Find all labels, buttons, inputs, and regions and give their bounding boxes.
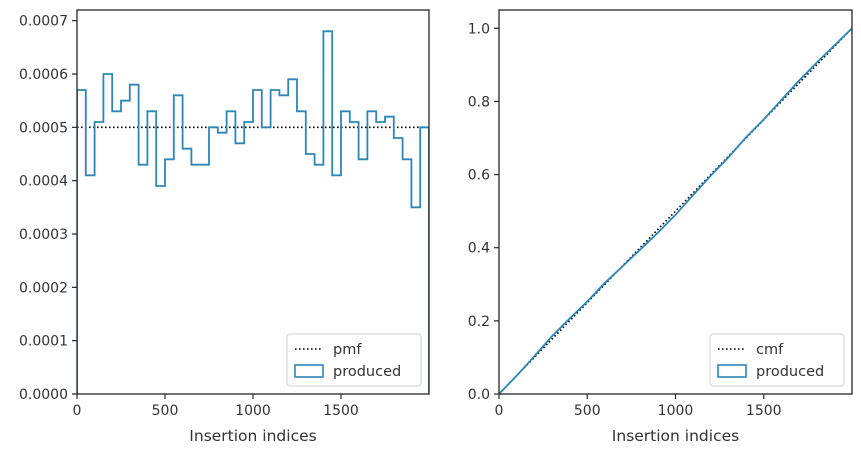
pmf-panel: 0 500 1000 1500 0.0000 0.0001 0.0002 0.0003 0.00… [19, 9, 430, 445]
legend-box [286, 333, 422, 387]
y-tick-label: 0.0000 [19, 387, 68, 403]
y-tick-label: 0.4 [468, 241, 490, 257]
y-tick-label: 0.0001 [19, 334, 68, 350]
x-axis-label: Insertion indices [612, 427, 739, 445]
y-tick-label: 0.0007 [19, 14, 68, 30]
plot-area [77, 30, 429, 394]
x-tick-label: 0 [73, 403, 82, 419]
legend-label-pmf: pmf [333, 342, 362, 358]
legend-label-cmf: cmf [756, 342, 784, 358]
series-produced-line [77, 30, 429, 394]
x-tick-label: 500 [574, 403, 601, 419]
y-tick-label: 0.0 [468, 387, 490, 403]
series-cmf-line [499, 27, 852, 394]
legend: cmf produced [709, 333, 845, 387]
y-tick-label: 0.0003 [19, 227, 68, 243]
x-axis-label: Insertion indices [189, 427, 316, 445]
legend-swatch-produced [294, 364, 324, 378]
legend-swatch-produced [717, 364, 747, 378]
x-tick-label: 1000 [235, 403, 271, 419]
x-tick-label: 500 [152, 403, 179, 419]
y-tick-label: 0.0006 [19, 67, 68, 83]
y-tick-label: 0.0002 [19, 280, 68, 296]
y-tick-label: 0.6 [468, 168, 490, 184]
legend-label-produced: produced [333, 364, 401, 380]
y-tick-label: 0.0005 [19, 120, 68, 136]
series-produced-line [499, 27, 852, 394]
x-tick-label: 0 [495, 403, 504, 419]
legend-box [709, 333, 845, 387]
y-tick-label: 0.8 [468, 94, 490, 110]
x-tick-label: 1000 [658, 403, 694, 419]
legend-label-produced: produced [756, 364, 824, 380]
legend: pmf produced [286, 333, 422, 387]
x-tick-label: 1500 [746, 403, 782, 419]
plot-area [499, 27, 852, 394]
y-tick-label: 0.0004 [19, 174, 68, 190]
x-tick-label: 1500 [323, 403, 359, 419]
cmf-panel: 0 500 1000 1500 0.0 0.2 0.4 0.6 0.8 1.0 Insertion … [468, 9, 853, 445]
y-tick-label: 0.2 [468, 314, 490, 330]
y-tick-label: 1.0 [468, 21, 490, 37]
